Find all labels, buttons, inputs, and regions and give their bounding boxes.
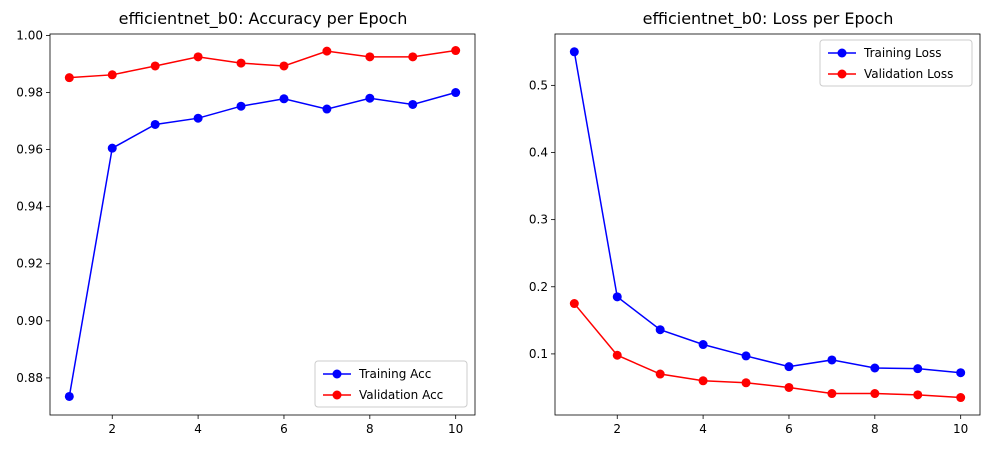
accuracy-x-tick-label: 8 <box>366 422 374 436</box>
loss-plot-area: 2 4 6 8 10 0.1 0.2 0.3 0.4 0.5 Training Loss Valida… <box>529 33 981 436</box>
accuracy-series-0-point <box>408 99 418 109</box>
accuracy-y-tick-label: 0.88 <box>16 371 43 385</box>
loss-series-1-point <box>612 350 622 360</box>
loss-x-tick-label: 4 <box>699 422 707 436</box>
loss-series-line-0 <box>573 51 961 374</box>
accuracy-legend-label: Validation Acc <box>359 388 443 402</box>
loss-series-0-point <box>827 355 837 365</box>
accuracy-series-1-point <box>64 73 74 83</box>
accuracy-y-tick-label: 0.94 <box>16 200 43 214</box>
accuracy-series-0-point <box>236 101 246 111</box>
accuracy-axes-frame <box>49 33 476 416</box>
loss-series-0-point <box>698 340 708 350</box>
loss-series-1-point <box>956 393 966 403</box>
accuracy-series-0-point <box>193 113 203 123</box>
accuracy-series-1-point <box>193 52 203 62</box>
accuracy-series-0-point <box>150 119 160 129</box>
accuracy-y-tick-label: 0.96 <box>16 143 43 157</box>
loss-legend-label: Validation Loss <box>864 67 953 81</box>
accuracy-series-1-point <box>322 46 332 56</box>
loss-series-0-point <box>655 325 665 335</box>
accuracy-y-tick-label: 1.00 <box>16 28 43 42</box>
loss-x-tick-label: 10 <box>953 422 968 436</box>
accuracy-series-1-point <box>408 52 418 62</box>
accuracy-series-1-point <box>365 52 375 62</box>
accuracy-series-line-0 <box>68 91 456 397</box>
accuracy-series-1-point <box>107 70 117 80</box>
accuracy-x-tick-label: 6 <box>280 422 288 436</box>
accuracy-series-0-point <box>322 104 332 114</box>
loss-series-1-point <box>698 376 708 386</box>
loss-y-tick-label: 0.2 <box>529 280 548 294</box>
accuracy-series-line-1 <box>69 49 456 79</box>
loss-series-line-1 <box>573 303 961 399</box>
accuracy-x-tick-label: 4 <box>194 422 202 436</box>
accuracy-series-1-point <box>279 61 289 71</box>
accuracy-series-0-point <box>107 143 117 153</box>
loss-series-0-point <box>956 368 966 378</box>
accuracy-legend-box <box>314 360 468 408</box>
loss-axes-frame <box>554 33 981 416</box>
loss-y-tick-label: 0.1 <box>529 347 548 361</box>
accuracy-y-tick-label: 0.98 <box>16 86 43 100</box>
accuracy-plot-area: 2 4 6 8 10 0.88 0.90 0.92 0.94 0.96 0.98 1.00 Traini… <box>16 28 476 436</box>
accuracy-chart: efficientnet_b0: Accuracy per Epoch 2 4 6 8… <box>16 9 476 436</box>
loss-series-0-point <box>741 351 751 361</box>
loss-series-1-point <box>569 299 579 309</box>
loss-series-1-point <box>741 378 751 388</box>
accuracy-legend-swatch-marker <box>332 369 342 379</box>
accuracy-legend-swatch-marker <box>332 390 342 400</box>
loss-legend-swatch-marker <box>837 69 847 79</box>
loss-series-1-point <box>913 390 923 400</box>
accuracy-x-tick-label: 2 <box>108 422 116 436</box>
loss-legend-swatch-marker <box>837 48 847 58</box>
loss-series-1-point <box>827 389 837 399</box>
accuracy-series-0-point <box>279 94 289 104</box>
accuracy-series-1-point <box>451 46 461 56</box>
loss-x-tick-label: 2 <box>613 422 621 436</box>
accuracy-series-0-point <box>451 88 461 98</box>
loss-y-tick-label: 0.4 <box>529 145 548 159</box>
accuracy-y-tick-label: 0.92 <box>16 257 43 271</box>
loss-series-1-point <box>870 389 880 399</box>
loss-series-0-point <box>784 362 794 372</box>
loss-series-1-point <box>655 369 665 379</box>
loss-legend-label: Training Loss <box>863 46 941 60</box>
loss-series-0-point <box>913 364 923 374</box>
accuracy-series-1-point <box>150 61 160 71</box>
accuracy-series-0-point <box>365 93 375 103</box>
accuracy-series-0-point <box>64 391 74 401</box>
loss-legend: Training Loss Validation Loss <box>819 39 973 87</box>
loss-series-1-point <box>784 382 794 392</box>
accuracy-chart-title: efficientnet_b0: Accuracy per Epoch <box>119 9 408 29</box>
accuracy-legend-label: Training Acc <box>358 367 431 381</box>
accuracy-y-tick-label: 0.90 <box>16 314 43 328</box>
loss-chart: efficientnet_b0: Loss per Epoch 2 4 6 8 10 0.… <box>529 9 981 436</box>
loss-chart-title: efficientnet_b0: Loss per Epoch <box>643 9 894 29</box>
loss-series-0-point <box>569 47 579 57</box>
loss-series-0-point <box>870 363 880 373</box>
loss-legend-box <box>819 39 973 87</box>
loss-series-0-point <box>612 292 622 302</box>
accuracy-x-tick-label: 10 <box>448 422 463 436</box>
accuracy-series-1-point <box>236 58 246 68</box>
loss-x-tick-label: 6 <box>785 422 793 436</box>
loss-x-tick-label: 8 <box>871 422 879 436</box>
accuracy-legend: Training Acc Validation Acc <box>314 360 468 408</box>
loss-y-tick-label: 0.5 <box>529 78 548 92</box>
loss-y-tick-label: 0.3 <box>529 213 548 227</box>
